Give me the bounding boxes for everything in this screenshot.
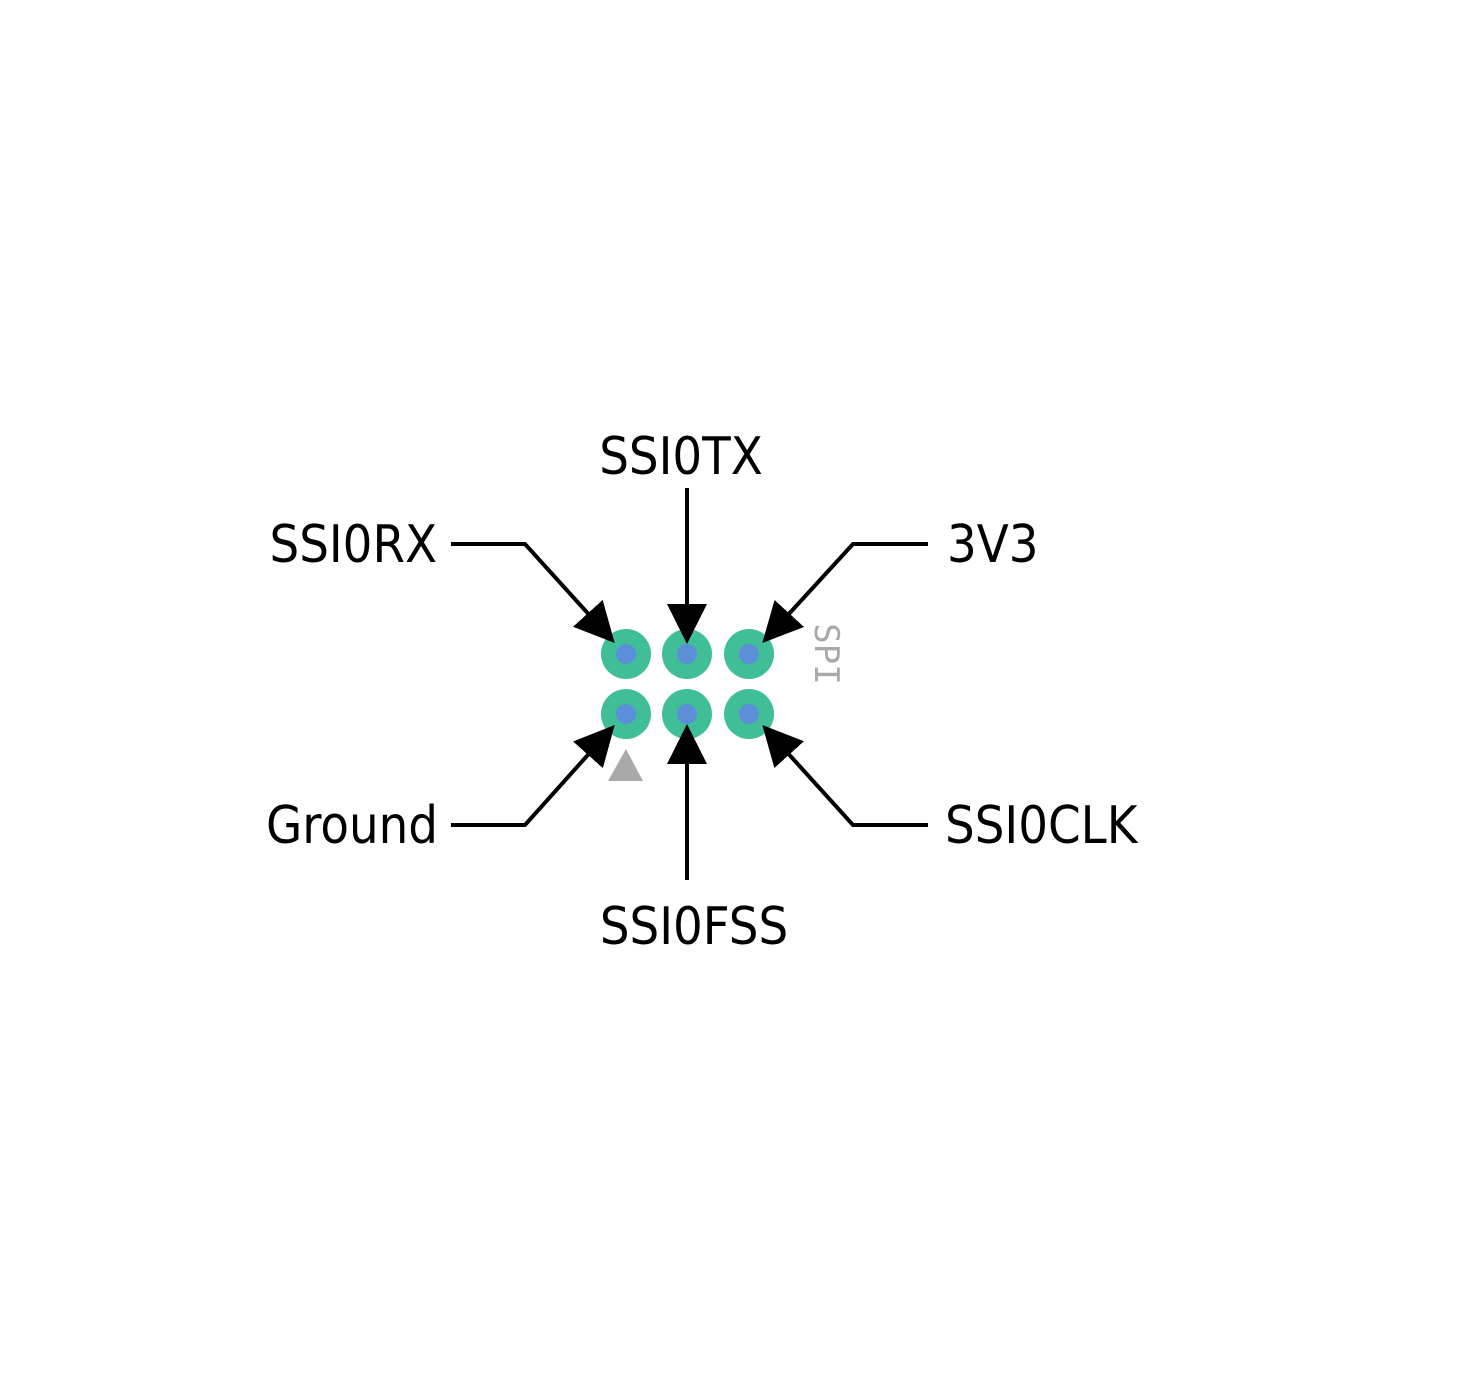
arrow-ssi0rx (451, 542, 615, 643)
label-3v3: 3V3 (947, 515, 1039, 575)
label-ground: Ground (266, 796, 438, 856)
label-ssi0clk: SSI0CLK (945, 796, 1139, 856)
silkscreen-header-name: SPI (806, 623, 846, 684)
pin1-triangle-icon (608, 749, 643, 781)
arrow-3v3 (762, 542, 928, 643)
pin-header (601, 629, 774, 739)
arrow-ssi0clk (762, 725, 928, 827)
pad-bottom-right (724, 689, 774, 739)
label-ssi0rx: SSI0RX (269, 515, 437, 575)
leader-lines (451, 488, 928, 880)
pad-top-right (724, 629, 774, 679)
label-ssi0fss: SSI0FSS (600, 897, 788, 957)
arrow-ground (451, 725, 615, 827)
label-ssi0tx: SSI0TX (599, 427, 763, 487)
